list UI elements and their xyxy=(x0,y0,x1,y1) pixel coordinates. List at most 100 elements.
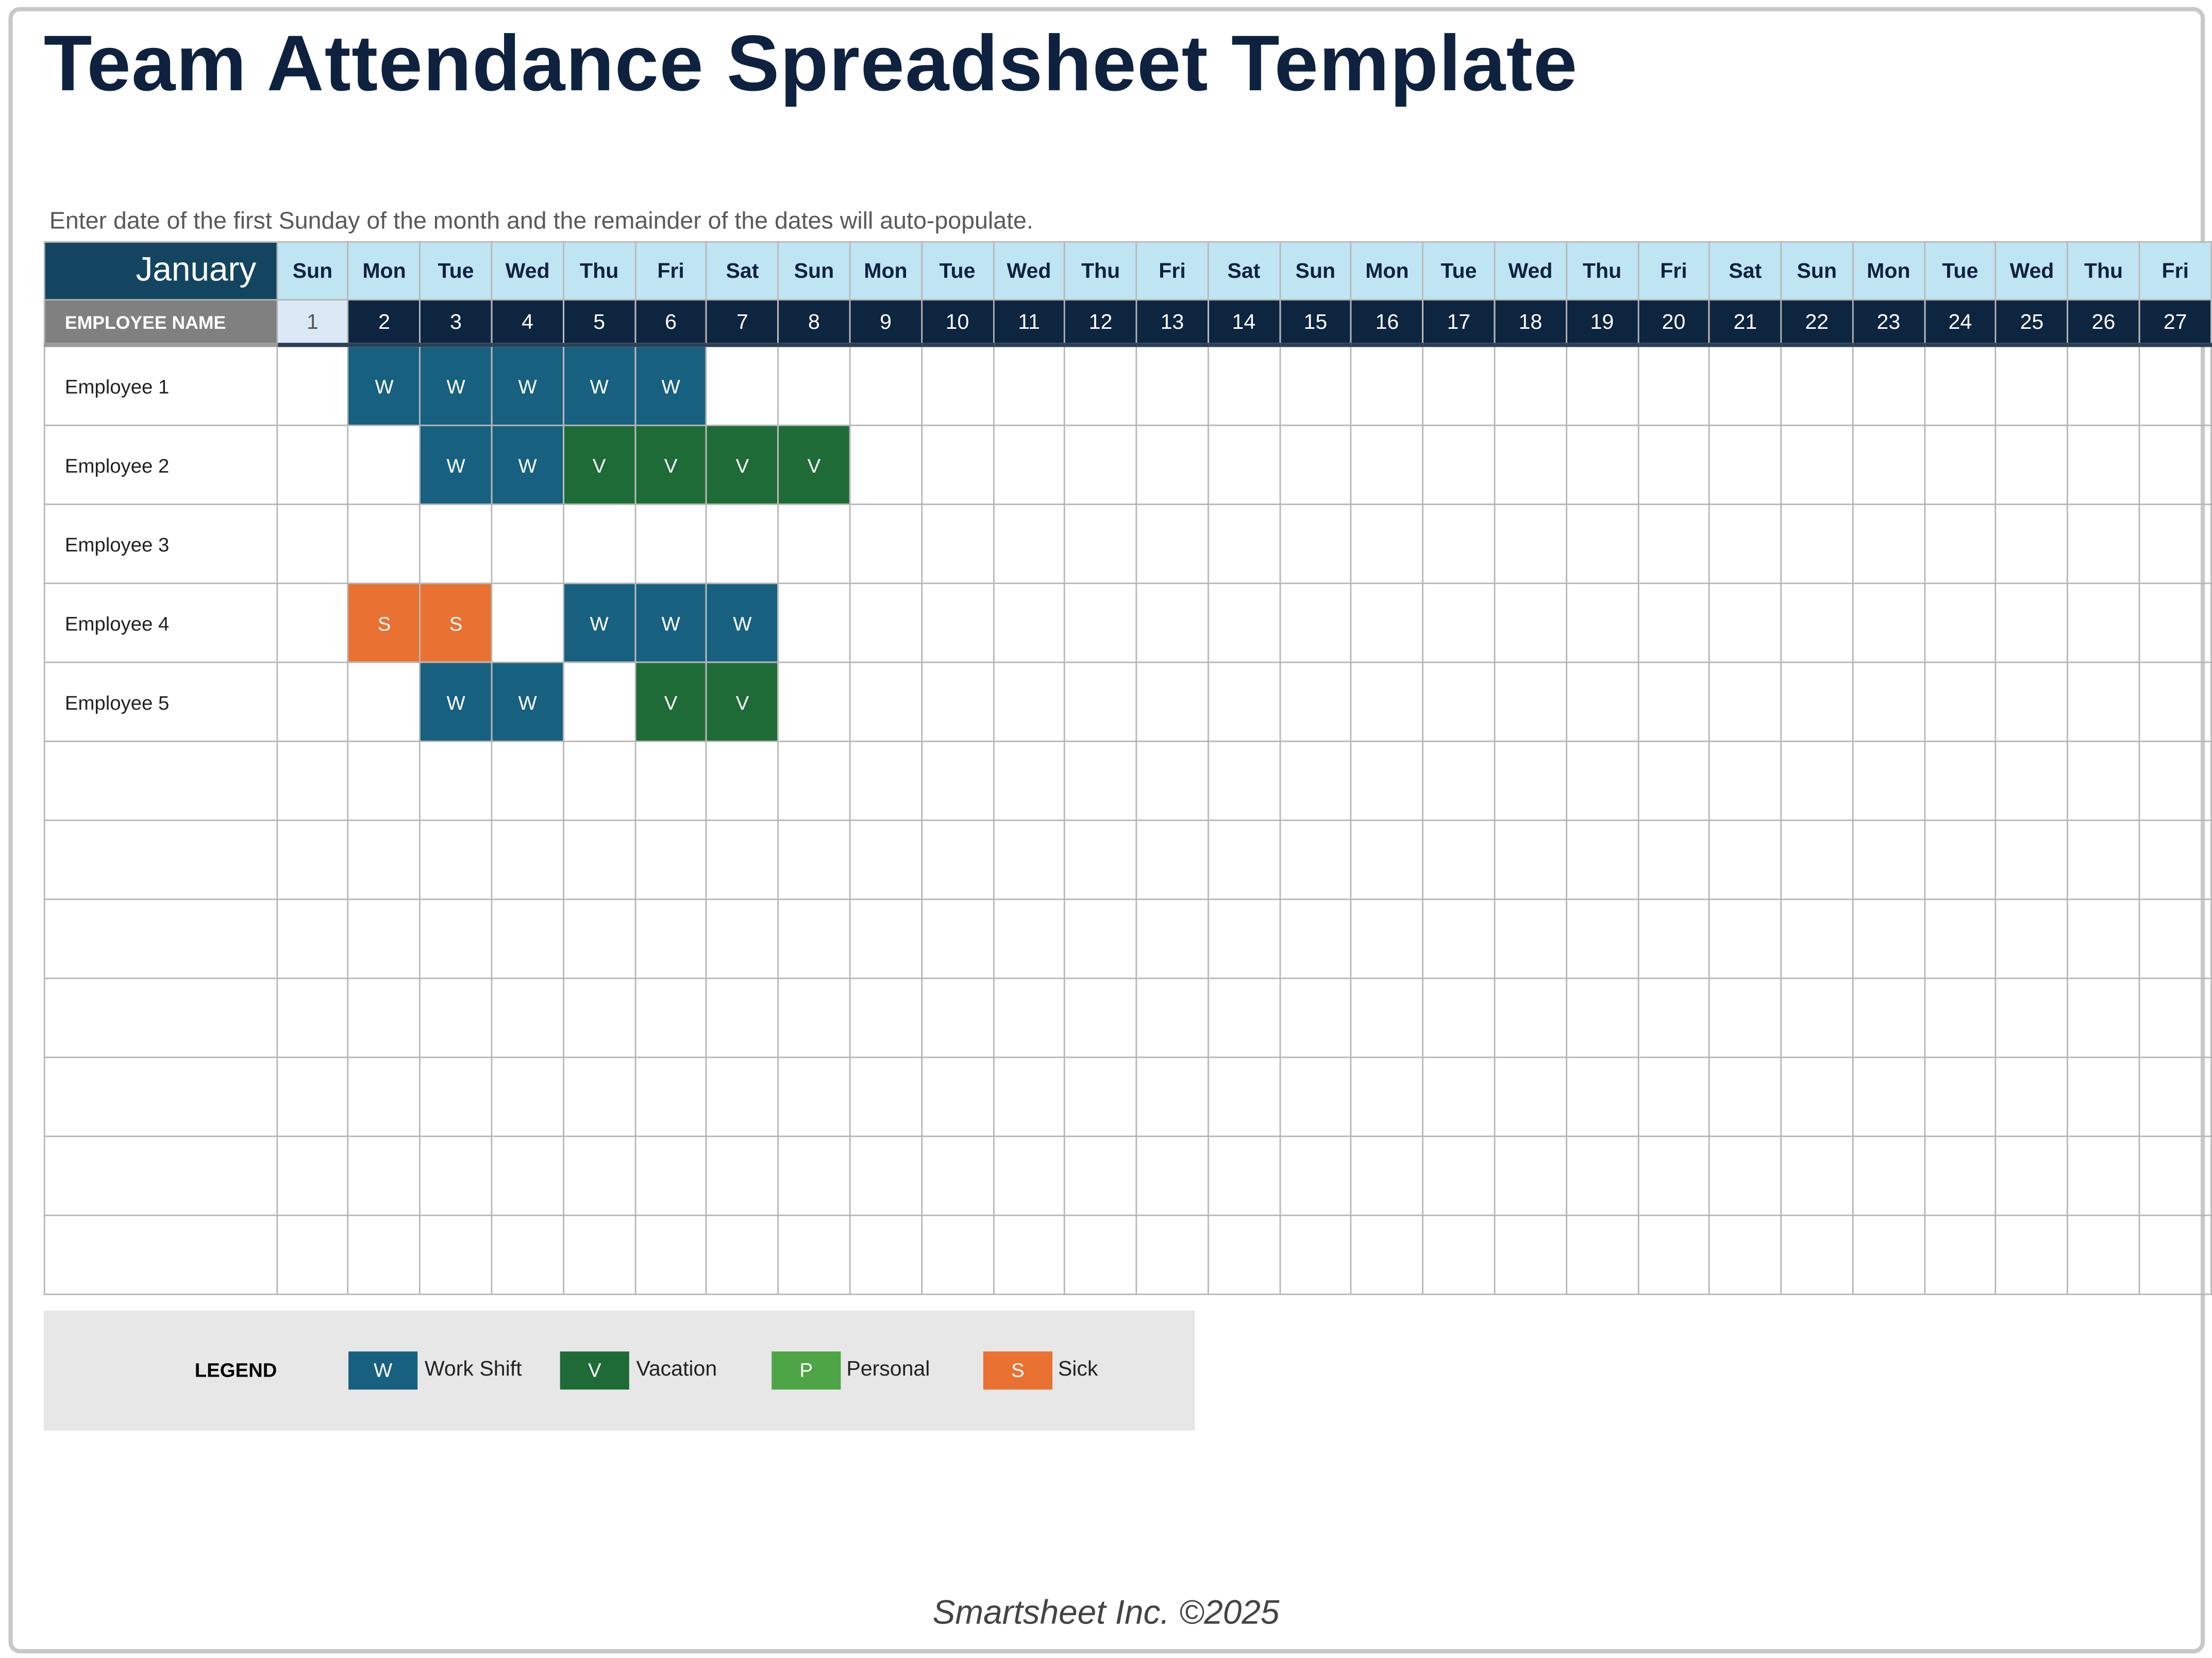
attendance-cell[interactable]: V xyxy=(634,661,708,742)
attendance-cell[interactable] xyxy=(1708,344,1782,426)
attendance-cell[interactable] xyxy=(920,1135,994,1216)
attendance-cell[interactable] xyxy=(1995,1135,2069,1216)
attendance-cell[interactable] xyxy=(276,582,349,663)
attendance-cell[interactable] xyxy=(347,819,421,900)
attendance-cell[interactable] xyxy=(1637,898,1711,979)
attendance-cell[interactable] xyxy=(1350,661,1424,742)
attendance-cell[interactable]: S xyxy=(419,582,493,663)
attendance-cell[interactable]: V xyxy=(562,424,636,505)
attendance-cell[interactable] xyxy=(777,898,851,979)
attendance-cell[interactable] xyxy=(1064,977,1137,1058)
attendance-cell[interactable] xyxy=(1565,977,1639,1058)
attendance-cell[interactable] xyxy=(706,819,779,900)
attendance-cell[interactable] xyxy=(1064,741,1137,822)
attendance-cell[interactable] xyxy=(562,1135,636,1216)
attendance-cell[interactable] xyxy=(920,898,994,979)
attendance-cell[interactable] xyxy=(1064,1214,1137,1295)
attendance-cell[interactable] xyxy=(1350,1135,1424,1216)
attendance-cell[interactable] xyxy=(1207,424,1281,505)
employee-name-cell[interactable] xyxy=(43,977,278,1058)
attendance-cell[interactable] xyxy=(1923,344,1997,426)
attendance-cell[interactable] xyxy=(1923,504,1997,584)
attendance-cell[interactable] xyxy=(1565,898,1639,979)
attendance-cell[interactable] xyxy=(920,424,994,505)
attendance-cell[interactable] xyxy=(2138,344,2212,426)
attendance-cell[interactable] xyxy=(1207,661,1281,742)
attendance-cell[interactable] xyxy=(2138,1057,2212,1137)
attendance-cell[interactable] xyxy=(2067,1057,2140,1137)
attendance-cell[interactable] xyxy=(2067,1135,2140,1216)
attendance-cell[interactable] xyxy=(992,661,1066,742)
attendance-cell[interactable] xyxy=(2067,898,2140,979)
attendance-cell[interactable] xyxy=(276,1057,349,1137)
attendance-cell[interactable] xyxy=(1207,1135,1281,1216)
attendance-cell[interactable] xyxy=(1279,1214,1352,1295)
attendance-cell[interactable] xyxy=(777,661,851,742)
employee-name-cell[interactable] xyxy=(43,741,278,822)
attendance-cell[interactable] xyxy=(1350,819,1424,900)
attendance-cell[interactable] xyxy=(1064,424,1137,505)
attendance-cell[interactable] xyxy=(1494,424,1567,505)
attendance-cell[interactable] xyxy=(2138,977,2212,1058)
attendance-cell[interactable] xyxy=(920,504,994,584)
attendance-cell[interactable] xyxy=(1565,424,1639,505)
attendance-cell[interactable] xyxy=(491,898,564,979)
attendance-cell[interactable] xyxy=(1995,661,2069,742)
attendance-cell[interactable] xyxy=(1708,424,1782,505)
attendance-cell[interactable] xyxy=(1135,898,1209,979)
attendance-cell[interactable] xyxy=(992,344,1066,426)
attendance-cell[interactable] xyxy=(491,977,564,1058)
attendance-cell[interactable] xyxy=(347,1135,421,1216)
attendance-cell[interactable] xyxy=(1995,977,2069,1058)
attendance-cell[interactable] xyxy=(1422,504,1496,584)
attendance-cell[interactable]: W xyxy=(562,344,636,426)
attendance-cell[interactable] xyxy=(920,582,994,663)
attendance-cell[interactable] xyxy=(347,424,421,505)
attendance-cell[interactable] xyxy=(1135,504,1209,584)
attendance-cell[interactable] xyxy=(1995,898,2069,979)
attendance-cell[interactable] xyxy=(1279,819,1352,900)
attendance-cell[interactable]: W xyxy=(634,344,708,426)
attendance-cell[interactable] xyxy=(1565,504,1639,584)
attendance-cell[interactable] xyxy=(1494,1214,1567,1295)
attendance-cell[interactable] xyxy=(491,1135,564,1216)
attendance-cell[interactable] xyxy=(276,1214,349,1295)
attendance-cell[interactable] xyxy=(1135,424,1209,505)
attendance-cell[interactable] xyxy=(1852,1135,1925,1216)
month-cell[interactable]: January xyxy=(43,241,278,301)
attendance-cell[interactable] xyxy=(491,504,564,584)
attendance-cell[interactable] xyxy=(1852,977,1925,1058)
attendance-cell[interactable] xyxy=(1494,741,1567,822)
attendance-cell[interactable] xyxy=(1780,977,1854,1058)
attendance-cell[interactable] xyxy=(849,424,923,505)
attendance-cell[interactable] xyxy=(1494,1057,1567,1137)
attendance-cell[interactable] xyxy=(1637,344,1711,426)
attendance-cell[interactable] xyxy=(562,1057,636,1137)
attendance-cell[interactable] xyxy=(1852,1214,1925,1295)
attendance-cell[interactable] xyxy=(1422,1057,1496,1137)
attendance-cell[interactable] xyxy=(1637,582,1711,663)
attendance-cell[interactable] xyxy=(1494,582,1567,663)
attendance-cell[interactable] xyxy=(1279,661,1352,742)
attendance-cell[interactable] xyxy=(1135,661,1209,742)
attendance-cell[interactable] xyxy=(1995,1214,2069,1295)
attendance-cell[interactable] xyxy=(2138,504,2212,584)
attendance-cell[interactable] xyxy=(1422,977,1496,1058)
attendance-cell[interactable]: W xyxy=(706,582,779,663)
attendance-cell[interactable] xyxy=(1708,977,1782,1058)
attendance-cell[interactable]: W xyxy=(419,424,493,505)
attendance-cell[interactable] xyxy=(1422,424,1496,505)
attendance-cell[interactable] xyxy=(920,661,994,742)
attendance-cell[interactable] xyxy=(276,344,349,426)
attendance-cell[interactable] xyxy=(491,1057,564,1137)
attendance-cell[interactable] xyxy=(1637,1135,1711,1216)
attendance-cell[interactable] xyxy=(1565,741,1639,822)
attendance-cell[interactable]: W xyxy=(562,582,636,663)
attendance-cell[interactable] xyxy=(777,1057,851,1137)
employee-name-cell[interactable] xyxy=(43,1214,278,1295)
attendance-cell[interactable] xyxy=(1279,977,1352,1058)
attendance-cell[interactable] xyxy=(634,1135,708,1216)
attendance-cell[interactable] xyxy=(1422,344,1496,426)
attendance-cell[interactable] xyxy=(1995,741,2069,822)
attendance-cell[interactable] xyxy=(992,582,1066,663)
